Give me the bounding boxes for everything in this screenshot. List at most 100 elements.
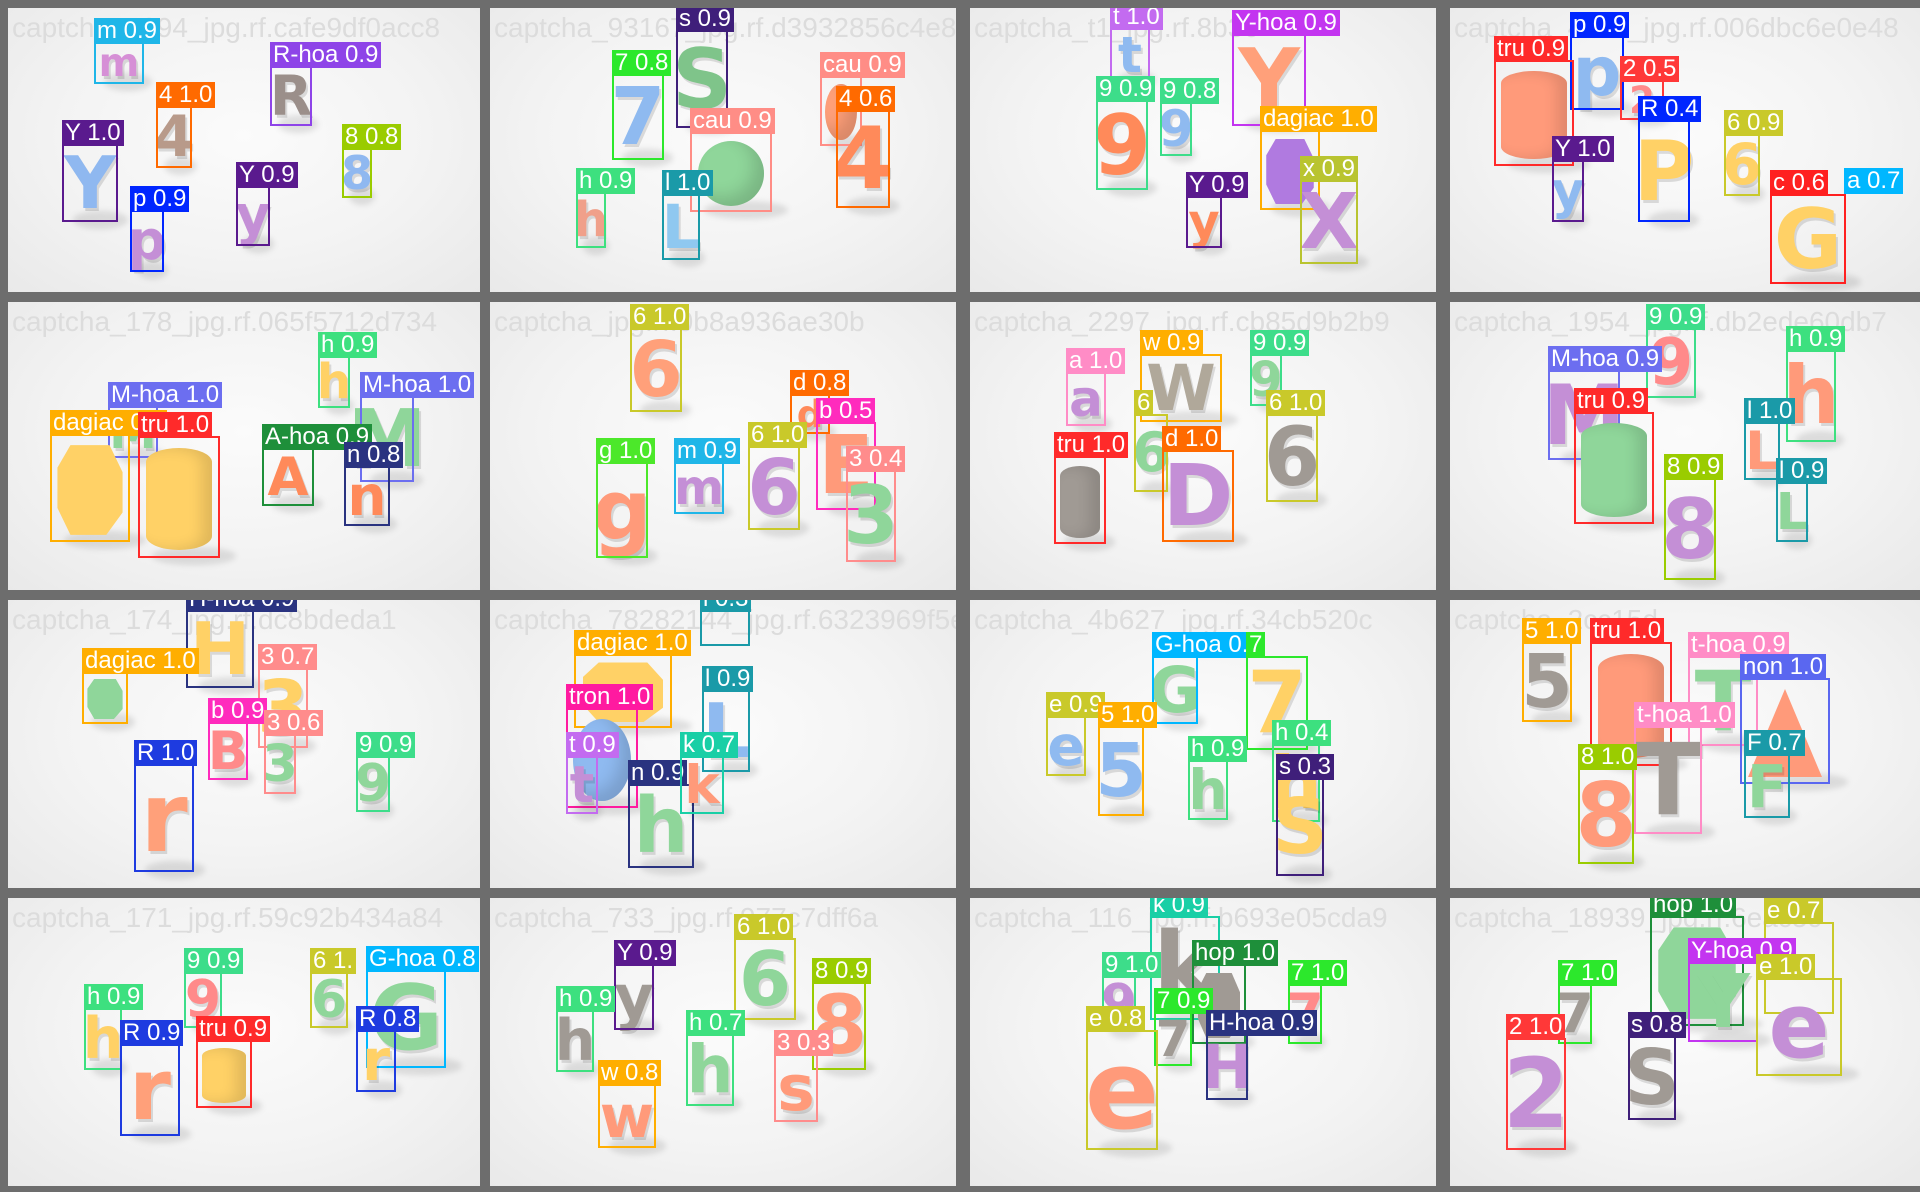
detection-box: d 1.0	[1162, 426, 1234, 542]
detection-label: M-hoa 0.9	[1548, 346, 1663, 372]
letter-object: X	[1299, 177, 1368, 271]
detection-box: 9 0.9	[356, 732, 416, 812]
detection-box: t-hoa 1.0	[1634, 702, 1735, 834]
letter-object: B	[207, 720, 254, 787]
detection-label: hop 1.0	[1650, 898, 1737, 918]
detection-label: Y 0.9	[614, 940, 676, 966]
detection-box: s 0.8	[1628, 1012, 1687, 1120]
detection-box: c 0.6	[1770, 170, 1846, 284]
detection-label: h 0.9	[1188, 736, 1248, 762]
letter-glyph: S	[1624, 1033, 1680, 1123]
detection-label: F 0.7	[1744, 730, 1805, 756]
detection-label: Y 1.0	[1552, 136, 1614, 162]
letter-object: 8	[341, 150, 375, 205]
detection-box: 9 0.9	[1646, 304, 1706, 398]
detection-label: 7 1.0	[1558, 960, 1618, 986]
letter-glyph: t	[1118, 26, 1142, 84]
detection-box: s 0.3	[1276, 754, 1335, 876]
detection-label: 9 0.9	[1096, 76, 1156, 102]
image-tile: captcha_93167_jpg.rf.d3932856c4e8Ss 0.97…	[490, 8, 956, 292]
detection-label: 5 1.0	[1098, 702, 1158, 728]
detection-box: l 0.9	[702, 666, 754, 772]
detection-box: h 0.9	[318, 332, 378, 408]
letter-glyph: k	[684, 754, 720, 816]
letter-glyph: G	[1773, 190, 1843, 288]
letter-glyph: 3	[262, 734, 298, 794]
letter-glyph: X	[1299, 177, 1359, 267]
letter-object: 9	[355, 758, 394, 819]
detection-label: m 0.9	[674, 438, 741, 464]
detection-box: 6	[1134, 390, 1168, 492]
detection-box: Y 1.0	[1552, 136, 1614, 222]
detection-label: e 1.0	[1756, 954, 1816, 980]
letter-glyph: B	[207, 720, 249, 782]
letter-glyph: r	[361, 1027, 391, 1094]
detection-label: e 0.9	[1046, 692, 1106, 718]
letter-glyph: F	[1746, 751, 1788, 821]
detection-label: h 0.9	[576, 168, 636, 194]
letter-glyph: H	[1201, 1031, 1253, 1103]
letter-glyph: Y	[1696, 959, 1750, 1045]
letter-object: 6	[1722, 136, 1765, 203]
letter-glyph: e	[1768, 974, 1830, 1079]
detection-label: 6	[1134, 390, 1154, 416]
detection-label: 4 0.6	[836, 86, 896, 112]
letter-glyph: h	[554, 1007, 596, 1074]
letter-object: T	[1634, 729, 1715, 841]
detection-box: dagiac 0.9	[50, 410, 167, 542]
letter-glyph: P	[1633, 122, 1695, 220]
image-tile: captcha_4113_jpg.rf.006dbc6e0e48 p p 0.9 tr…	[1450, 8, 1920, 292]
letter-glyph: 6	[747, 443, 801, 533]
detection-box: t-hoa 0.9	[1688, 632, 1789, 746]
detection-label: 9 0.9	[356, 732, 416, 758]
detection-label: 8 0.8	[342, 124, 402, 150]
letter-glyph: h	[316, 354, 352, 410]
detection-box: tru 1.0	[138, 412, 220, 558]
detection-label: 3 0.7	[258, 644, 318, 670]
detection-label: Y-hoa 0.9	[1232, 10, 1340, 36]
letter-glyph: h	[82, 1005, 124, 1072]
letter-object: H	[1201, 1031, 1254, 1107]
detection-label: h 0.9	[556, 986, 616, 1012]
letter-object: e	[1084, 1026, 1172, 1157]
detection-box: 5 1.0	[1098, 702, 1158, 816]
image-tile: captcha_t1_jpg.rf.8b36tt 1.0YY-hoa 0.999…	[970, 8, 1436, 292]
detection-label: 6 0.9	[1724, 110, 1784, 136]
detection-box: dagiac 1.0	[574, 630, 691, 728]
detection-box: h 0.7	[686, 1010, 746, 1106]
letter-glyph: 8	[1575, 764, 1637, 867]
detection-box: h 0.9	[1188, 736, 1248, 820]
detection-box: l 1.0	[662, 170, 714, 260]
detection-box: p 0.9	[1570, 12, 1630, 110]
detection-box: m 0.9	[674, 438, 741, 514]
letter-glyph: y	[1551, 161, 1585, 221]
letter-glyph: e	[1084, 1026, 1160, 1154]
image-tile: captcha_1954_jpg.rf.db2ede60db799 0.9MM-…	[1450, 302, 1920, 590]
letter-glyph: 5	[1095, 728, 1147, 814]
letter-glyph: h	[686, 1031, 734, 1108]
letter-glyph: 4	[833, 109, 893, 209]
detection-box: M-hoa 1.0	[360, 372, 475, 482]
detection-box: G-hoa 0.8	[366, 946, 479, 1068]
detection-box: t 0.9	[566, 732, 619, 814]
detection-box: g 1.0	[596, 438, 656, 558]
detection-label: 8 1.0	[1578, 744, 1638, 770]
detection-box: 3 0.7	[258, 644, 318, 748]
detection-label: h 0.7	[686, 1010, 746, 1036]
image-tile: captcha_jpg.rf.0b8a936ae30b66 1.0dd 0.8E…	[490, 302, 956, 590]
detection-label: tru 1.0	[1054, 432, 1129, 458]
detection-label: hop 1.0	[1192, 940, 1279, 966]
detection-label: g 1.0	[596, 438, 656, 464]
detection-box: 3 0.3	[774, 1030, 834, 1122]
detection-label: tru 0.9	[1494, 36, 1569, 62]
detection-box: h 0.9	[1786, 326, 1846, 442]
detection-label: tru 1.0	[138, 412, 213, 438]
detection-label: tron 1.0	[566, 684, 654, 710]
detection-label: 5 1.0	[1522, 618, 1582, 644]
letter-object: 7	[1556, 987, 1596, 1051]
detection-box: H-hoa 0.9	[1206, 1010, 1318, 1100]
image-tile: captcha_116_jpg.rf.b693e05cda9kk 0.999 1…	[970, 898, 1436, 1186]
letter-glyph: 6	[629, 325, 683, 415]
letter-glyph: s	[777, 1051, 815, 1125]
